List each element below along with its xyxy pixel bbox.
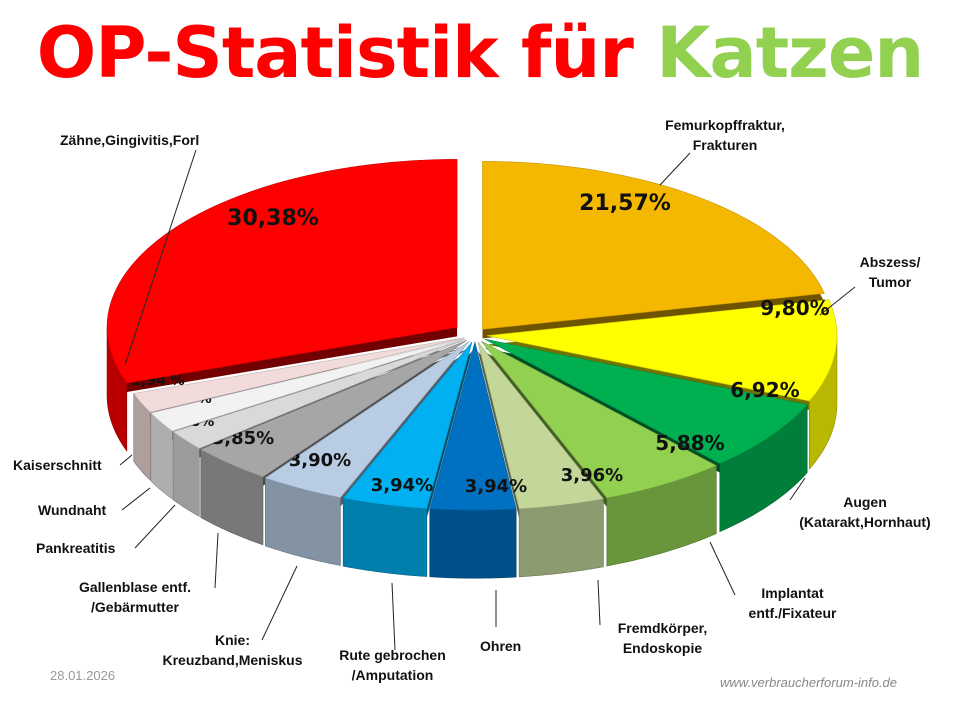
leader-line-9 xyxy=(214,532,219,589)
label-rute: Rute gebrochen /Amputation xyxy=(339,647,446,683)
label-femurkopffraktur: Femurkopffraktur, Frakturen xyxy=(665,117,785,153)
slice-augen xyxy=(484,338,808,464)
slice-ohren xyxy=(429,341,517,511)
value-label-implantat: 5,88% xyxy=(655,431,724,455)
label-implantat: Implantat entf./Fixateur xyxy=(748,585,837,621)
label-gallenblase: Gallenblase entf. /Gebärmutter xyxy=(78,579,192,615)
slice-knie xyxy=(264,341,470,498)
slice-zähne xyxy=(106,159,458,384)
slice-gallenblase xyxy=(200,340,468,478)
label-fremdkoerper: Fremdkörper, Endoskopie xyxy=(617,620,708,656)
value-label-knie: 3,90% xyxy=(289,450,351,471)
label-wundnaht: Wundnaht xyxy=(38,502,107,518)
slice-wundnaht xyxy=(150,338,465,432)
leader-line-7 xyxy=(391,582,396,651)
value-label-ohren: 3,94% xyxy=(465,476,527,497)
leader-line-2 xyxy=(819,286,856,316)
leader-line-4 xyxy=(709,541,736,596)
value-label-abszess: 9,80% xyxy=(760,296,829,320)
slice-rute xyxy=(342,341,473,509)
label-ohren: Ohren xyxy=(480,638,522,654)
leader-line-3 xyxy=(789,477,806,501)
leader-line-11 xyxy=(121,487,151,511)
value-label-fremdkörper: 3,96% xyxy=(561,465,623,486)
title-part-1: OP-Statistik für xyxy=(36,12,634,94)
date: 28.01.2026 xyxy=(50,668,116,683)
leader-line-12 xyxy=(119,454,133,466)
value-label-zähne: 30,38% xyxy=(227,206,319,231)
label-knie: Knie: Kreuzband,Meniskus xyxy=(162,632,303,668)
value-label-augen: 6,92% xyxy=(730,378,799,402)
slice-side-6 xyxy=(342,497,428,577)
leader-line-8 xyxy=(261,565,298,641)
label-zaehne: Zähne,Gingivitis,Forl xyxy=(60,132,200,148)
value-label-femurkopffraktur: 21,57% xyxy=(579,191,671,216)
label-kaiserschnitt: Kaiserschnitt xyxy=(13,457,102,473)
slice-abszess xyxy=(486,299,838,402)
slice-implantat xyxy=(481,340,718,499)
label-abszess: Abszess/ Tumor xyxy=(859,254,921,290)
label-augen: Augen (Katarakt,Hornhaut) xyxy=(799,494,931,530)
value-label-rute: 3,94% xyxy=(371,475,433,496)
label-pankreatitis: Pankreatitis xyxy=(36,540,116,556)
slice-pankreatitis xyxy=(172,339,466,449)
leader-line-10 xyxy=(134,504,176,549)
slice-side-5 xyxy=(429,508,517,579)
website: www.verbraucherforum-info.de xyxy=(720,675,898,690)
slice-fremdkörper xyxy=(477,341,604,510)
leader-line-0 xyxy=(124,149,197,366)
leader-line-1 xyxy=(659,152,691,186)
chart-title: OP-Statistik für Katzen xyxy=(0,12,960,94)
leader-line-5 xyxy=(597,579,601,626)
title-part-2: Katzen xyxy=(656,12,924,94)
slice-side-4 xyxy=(518,498,604,578)
slice-femurkopffraktur xyxy=(482,161,825,330)
slice-kaiserschnitt xyxy=(133,337,465,413)
